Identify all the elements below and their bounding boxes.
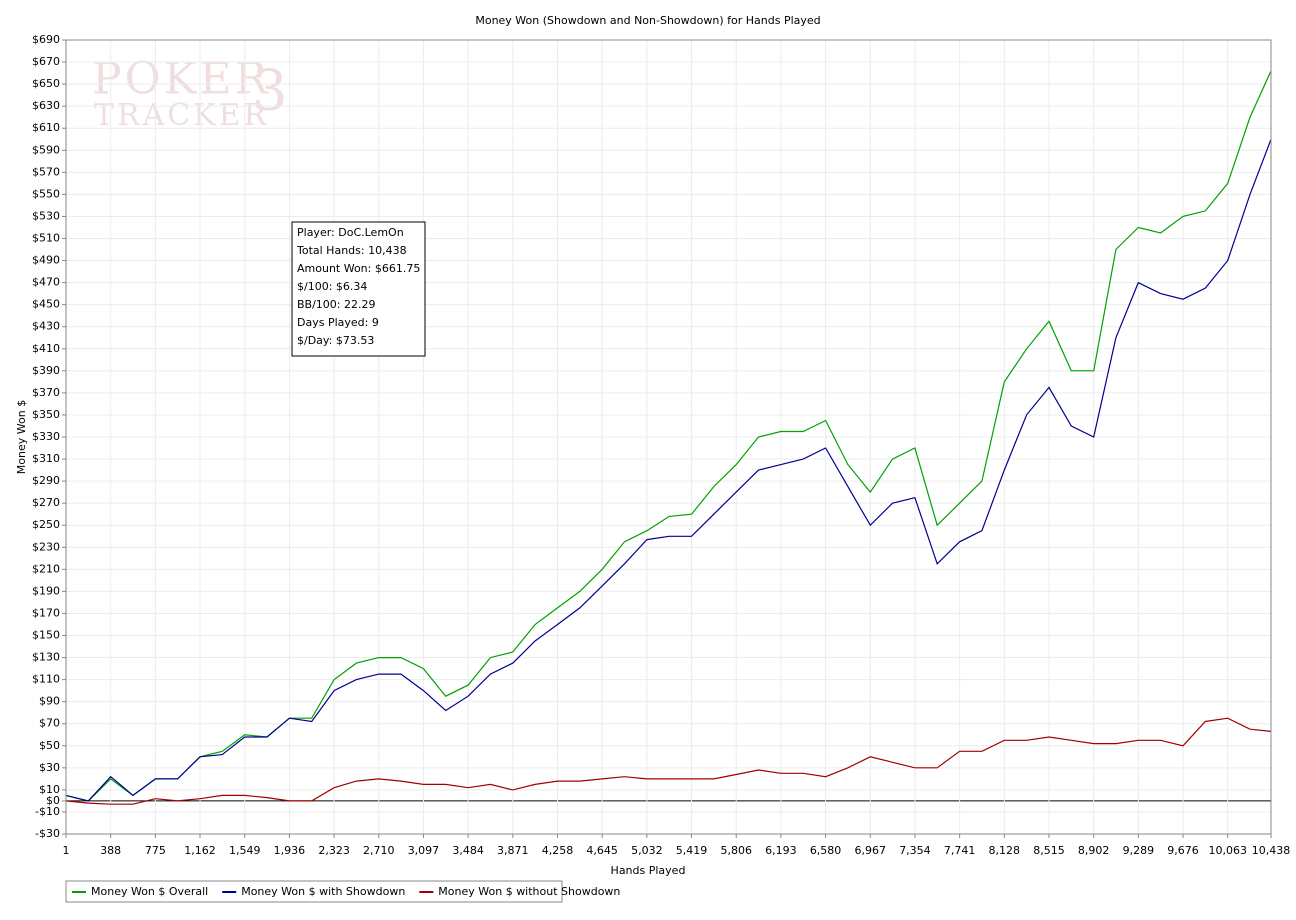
y-tick-label: $130 — [32, 651, 60, 664]
y-tick-label: $370 — [32, 386, 60, 399]
y-tick-label: $50 — [39, 739, 60, 752]
x-tick-label: 5,806 — [720, 844, 752, 857]
y-tick-label: $230 — [32, 540, 60, 553]
info-line: Days Played: 9 — [297, 316, 379, 329]
x-tick-label: 7,354 — [899, 844, 931, 857]
x-tick-label: 1 — [63, 844, 70, 857]
x-tick-label: 8,902 — [1078, 844, 1110, 857]
info-line: $/100: $6.34 — [297, 280, 367, 293]
x-tick-label: 388 — [100, 844, 121, 857]
watermark: TRACKER — [94, 98, 269, 133]
legend — [65, 880, 563, 903]
y-tick-label: $150 — [32, 629, 60, 642]
grid: -$30 -$10$0$10 $30 $50 $70 $90 $110 $130 $150 $17… — [32, 33, 1290, 857]
y-tick-label: $210 — [32, 562, 60, 575]
x-tick-label: 3,097 — [408, 844, 440, 857]
chart-title: Money Won (Showdown and Non-Showdown) fo… — [475, 14, 820, 27]
x-tick-label: 6,580 — [810, 844, 842, 857]
info-box — [291, 221, 426, 357]
y-tick-label: $270 — [32, 496, 60, 509]
plot-frame — [65, 39, 1272, 835]
y-tick-label: $570 — [32, 165, 60, 178]
x-tick-label: 9,289 — [1123, 844, 1155, 857]
y-tick-label: $410 — [32, 342, 60, 355]
x-tick-label: 4,645 — [586, 844, 618, 857]
y-tick-label: $310 — [32, 452, 60, 465]
x-axis-label: Hands Played — [611, 864, 686, 877]
y-tick-label: $190 — [32, 584, 60, 597]
x-tick-label: 5,419 — [676, 844, 708, 857]
y-tick-label: $330 — [32, 430, 60, 443]
x-tick-label: 1,162 — [184, 844, 216, 857]
legend-label: Money Won $ without Showdown — [438, 885, 620, 898]
x-tick-label: 4,258 — [542, 844, 574, 857]
y-tick-label: $110 — [32, 673, 60, 686]
y-tick-label: -$30 — [35, 827, 60, 840]
y-tick-label: $590 — [32, 143, 60, 156]
series-line — [65, 139, 1272, 802]
y-tick-label: $0 — [46, 794, 60, 807]
legend-label: Money Won $ with Showdown — [241, 885, 405, 898]
legend-label: Money Won $ Overall — [91, 885, 208, 898]
y-tick-label: $550 — [32, 187, 60, 200]
y-tick-label: $290 — [32, 474, 60, 487]
x-tick-label: 10,438 — [1252, 844, 1291, 857]
y-tick-label: $470 — [32, 276, 60, 289]
watermark: POKER — [92, 54, 271, 105]
y-axis-label: Money Won $ — [15, 400, 28, 474]
lines — [65, 70, 1272, 805]
x-tick-label: 9,676 — [1167, 844, 1199, 857]
y-tick-label: $30 — [39, 761, 60, 774]
series-line — [65, 717, 1272, 805]
info-lines: Player: DoC.LemOn Total Hands: 10,438 Amou… — [296, 226, 420, 347]
watermark: 3 — [252, 59, 291, 124]
y-tick-label: $490 — [32, 254, 60, 267]
y-tick-label: $390 — [32, 364, 60, 377]
info-line: Player: DoC.LemOn — [297, 226, 404, 239]
y-tick-label: $510 — [32, 232, 60, 245]
y-tick-label: -$10 — [35, 805, 60, 818]
x-tick-label: 775 — [145, 844, 166, 857]
x-tick-label: 8,128 — [989, 844, 1021, 857]
info-line: BB/100: 22.29 — [297, 298, 376, 311]
x-tick-label: 2,323 — [318, 844, 350, 857]
info-line: Total Hands: 10,438 — [296, 244, 407, 257]
x-tick-label: 3,484 — [452, 844, 484, 857]
y-tick-label: $430 — [32, 320, 60, 333]
x-tick-label: 6,193 — [765, 844, 797, 857]
y-tick-label: $70 — [39, 717, 60, 730]
x-tick-label: 7,741 — [944, 844, 976, 857]
x-tick-label: 2,710 — [363, 844, 395, 857]
y-tick-label: $450 — [32, 298, 60, 311]
y-tick-label: $650 — [32, 77, 60, 90]
y-tick-label: $670 — [32, 55, 60, 68]
info-line: Amount Won: $661.75 — [297, 262, 420, 275]
y-tick-label: $610 — [32, 121, 60, 134]
x-tick-label: 1,936 — [274, 844, 306, 857]
info-line: $/Day: $73.53 — [297, 334, 374, 347]
x-tick-label: 8,515 — [1033, 844, 1065, 857]
y-tick-label: $350 — [32, 408, 60, 421]
y-tick-label: $170 — [32, 606, 60, 619]
x-tick-label: 5,032 — [631, 844, 663, 857]
y-tick-label: $90 — [39, 695, 60, 708]
y-tick-label: $10 — [39, 783, 60, 796]
y-tick-label: $690 — [32, 33, 60, 46]
x-tick-label: 3,871 — [497, 844, 529, 857]
x-tick-label: 6,967 — [855, 844, 887, 857]
y-tick-label: $530 — [32, 209, 60, 222]
legend-entries: Money Won $ Overall Money Won $ with Show… — [72, 885, 620, 898]
y-tick-label: $630 — [32, 99, 60, 112]
x-tick-label: 1,549 — [229, 844, 261, 857]
x-tick-label: 10,063 — [1208, 844, 1247, 857]
y-tick-label: $250 — [32, 518, 60, 531]
